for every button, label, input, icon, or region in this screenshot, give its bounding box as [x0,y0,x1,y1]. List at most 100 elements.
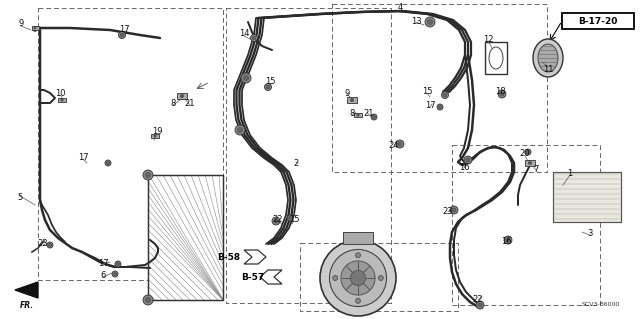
Circle shape [438,106,442,108]
Text: 1: 1 [568,169,573,179]
Text: 17: 17 [98,258,108,268]
Text: 9: 9 [344,88,349,98]
Text: 6: 6 [100,271,106,280]
Circle shape [145,298,150,302]
Circle shape [115,261,121,267]
Text: 23: 23 [38,239,48,248]
Circle shape [180,94,184,98]
Circle shape [237,128,243,132]
Bar [31,26,38,30]
Bar [343,232,373,244]
Polygon shape [260,270,282,284]
Text: 7: 7 [533,165,539,174]
Circle shape [113,272,116,276]
Text: 11: 11 [543,64,553,73]
Circle shape [450,206,458,214]
Ellipse shape [538,44,558,72]
Circle shape [112,271,118,277]
Circle shape [34,26,36,29]
Text: 22: 22 [473,294,483,303]
Circle shape [442,92,449,99]
Polygon shape [244,250,266,264]
Text: 12: 12 [483,34,493,43]
Text: 17: 17 [118,26,129,34]
Bar [300,243,458,311]
Text: 15: 15 [289,214,300,224]
Bar [525,160,535,166]
Bar [553,172,621,222]
Circle shape [350,98,354,102]
Circle shape [351,271,365,286]
Bar [177,93,187,99]
Circle shape [264,84,271,91]
Text: 4: 4 [397,3,403,11]
Circle shape [266,85,269,89]
Bar [148,175,223,300]
Circle shape [235,125,245,135]
Text: 18: 18 [495,87,506,97]
Text: 2: 2 [293,159,299,167]
Circle shape [452,208,456,212]
Circle shape [500,92,504,96]
Text: 16: 16 [459,162,469,172]
Circle shape [478,303,482,307]
Circle shape [243,76,248,80]
Ellipse shape [533,39,563,77]
Circle shape [143,295,153,305]
Circle shape [506,238,510,242]
Circle shape [372,115,376,118]
Bar [347,97,357,103]
Circle shape [241,73,251,83]
Circle shape [476,301,484,309]
Circle shape [396,140,404,148]
Bar [485,42,507,74]
Circle shape [118,32,125,39]
Circle shape [60,98,63,101]
Text: 23: 23 [443,206,453,216]
Circle shape [289,217,291,219]
Text: 5: 5 [17,194,22,203]
Text: FR.: FR. [20,300,34,309]
Text: B-57: B-57 [241,272,264,281]
Circle shape [116,263,120,265]
Text: 10: 10 [55,88,65,98]
Circle shape [145,173,150,177]
Text: 21: 21 [185,100,195,108]
Text: 15: 15 [422,87,432,97]
Circle shape [525,149,531,155]
Circle shape [120,33,124,37]
Text: 17: 17 [77,152,88,161]
Circle shape [49,243,51,247]
Bar [151,134,159,138]
Text: 14: 14 [239,29,249,39]
Bar [38,8,223,280]
Bar [332,4,547,172]
Circle shape [274,219,278,223]
Circle shape [444,93,447,97]
Bar [148,175,223,300]
Circle shape [154,134,157,137]
Circle shape [143,170,153,180]
Circle shape [528,161,532,165]
Text: 24: 24 [388,142,399,151]
Text: 8: 8 [349,109,355,118]
Circle shape [272,217,280,225]
Circle shape [252,36,256,40]
Text: 20: 20 [520,150,531,159]
Circle shape [428,19,433,25]
Circle shape [341,261,375,295]
Text: 3: 3 [588,229,593,239]
Bar [58,98,66,102]
Bar [452,145,600,305]
Polygon shape [15,282,38,298]
Text: 17: 17 [425,101,435,110]
Circle shape [287,215,293,221]
Text: 13: 13 [411,17,421,26]
Circle shape [105,160,111,166]
Circle shape [466,158,470,162]
Text: 16: 16 [500,236,511,246]
Circle shape [371,114,377,120]
Bar [354,113,362,117]
Text: B-17-20: B-17-20 [579,17,618,26]
Circle shape [437,104,443,110]
